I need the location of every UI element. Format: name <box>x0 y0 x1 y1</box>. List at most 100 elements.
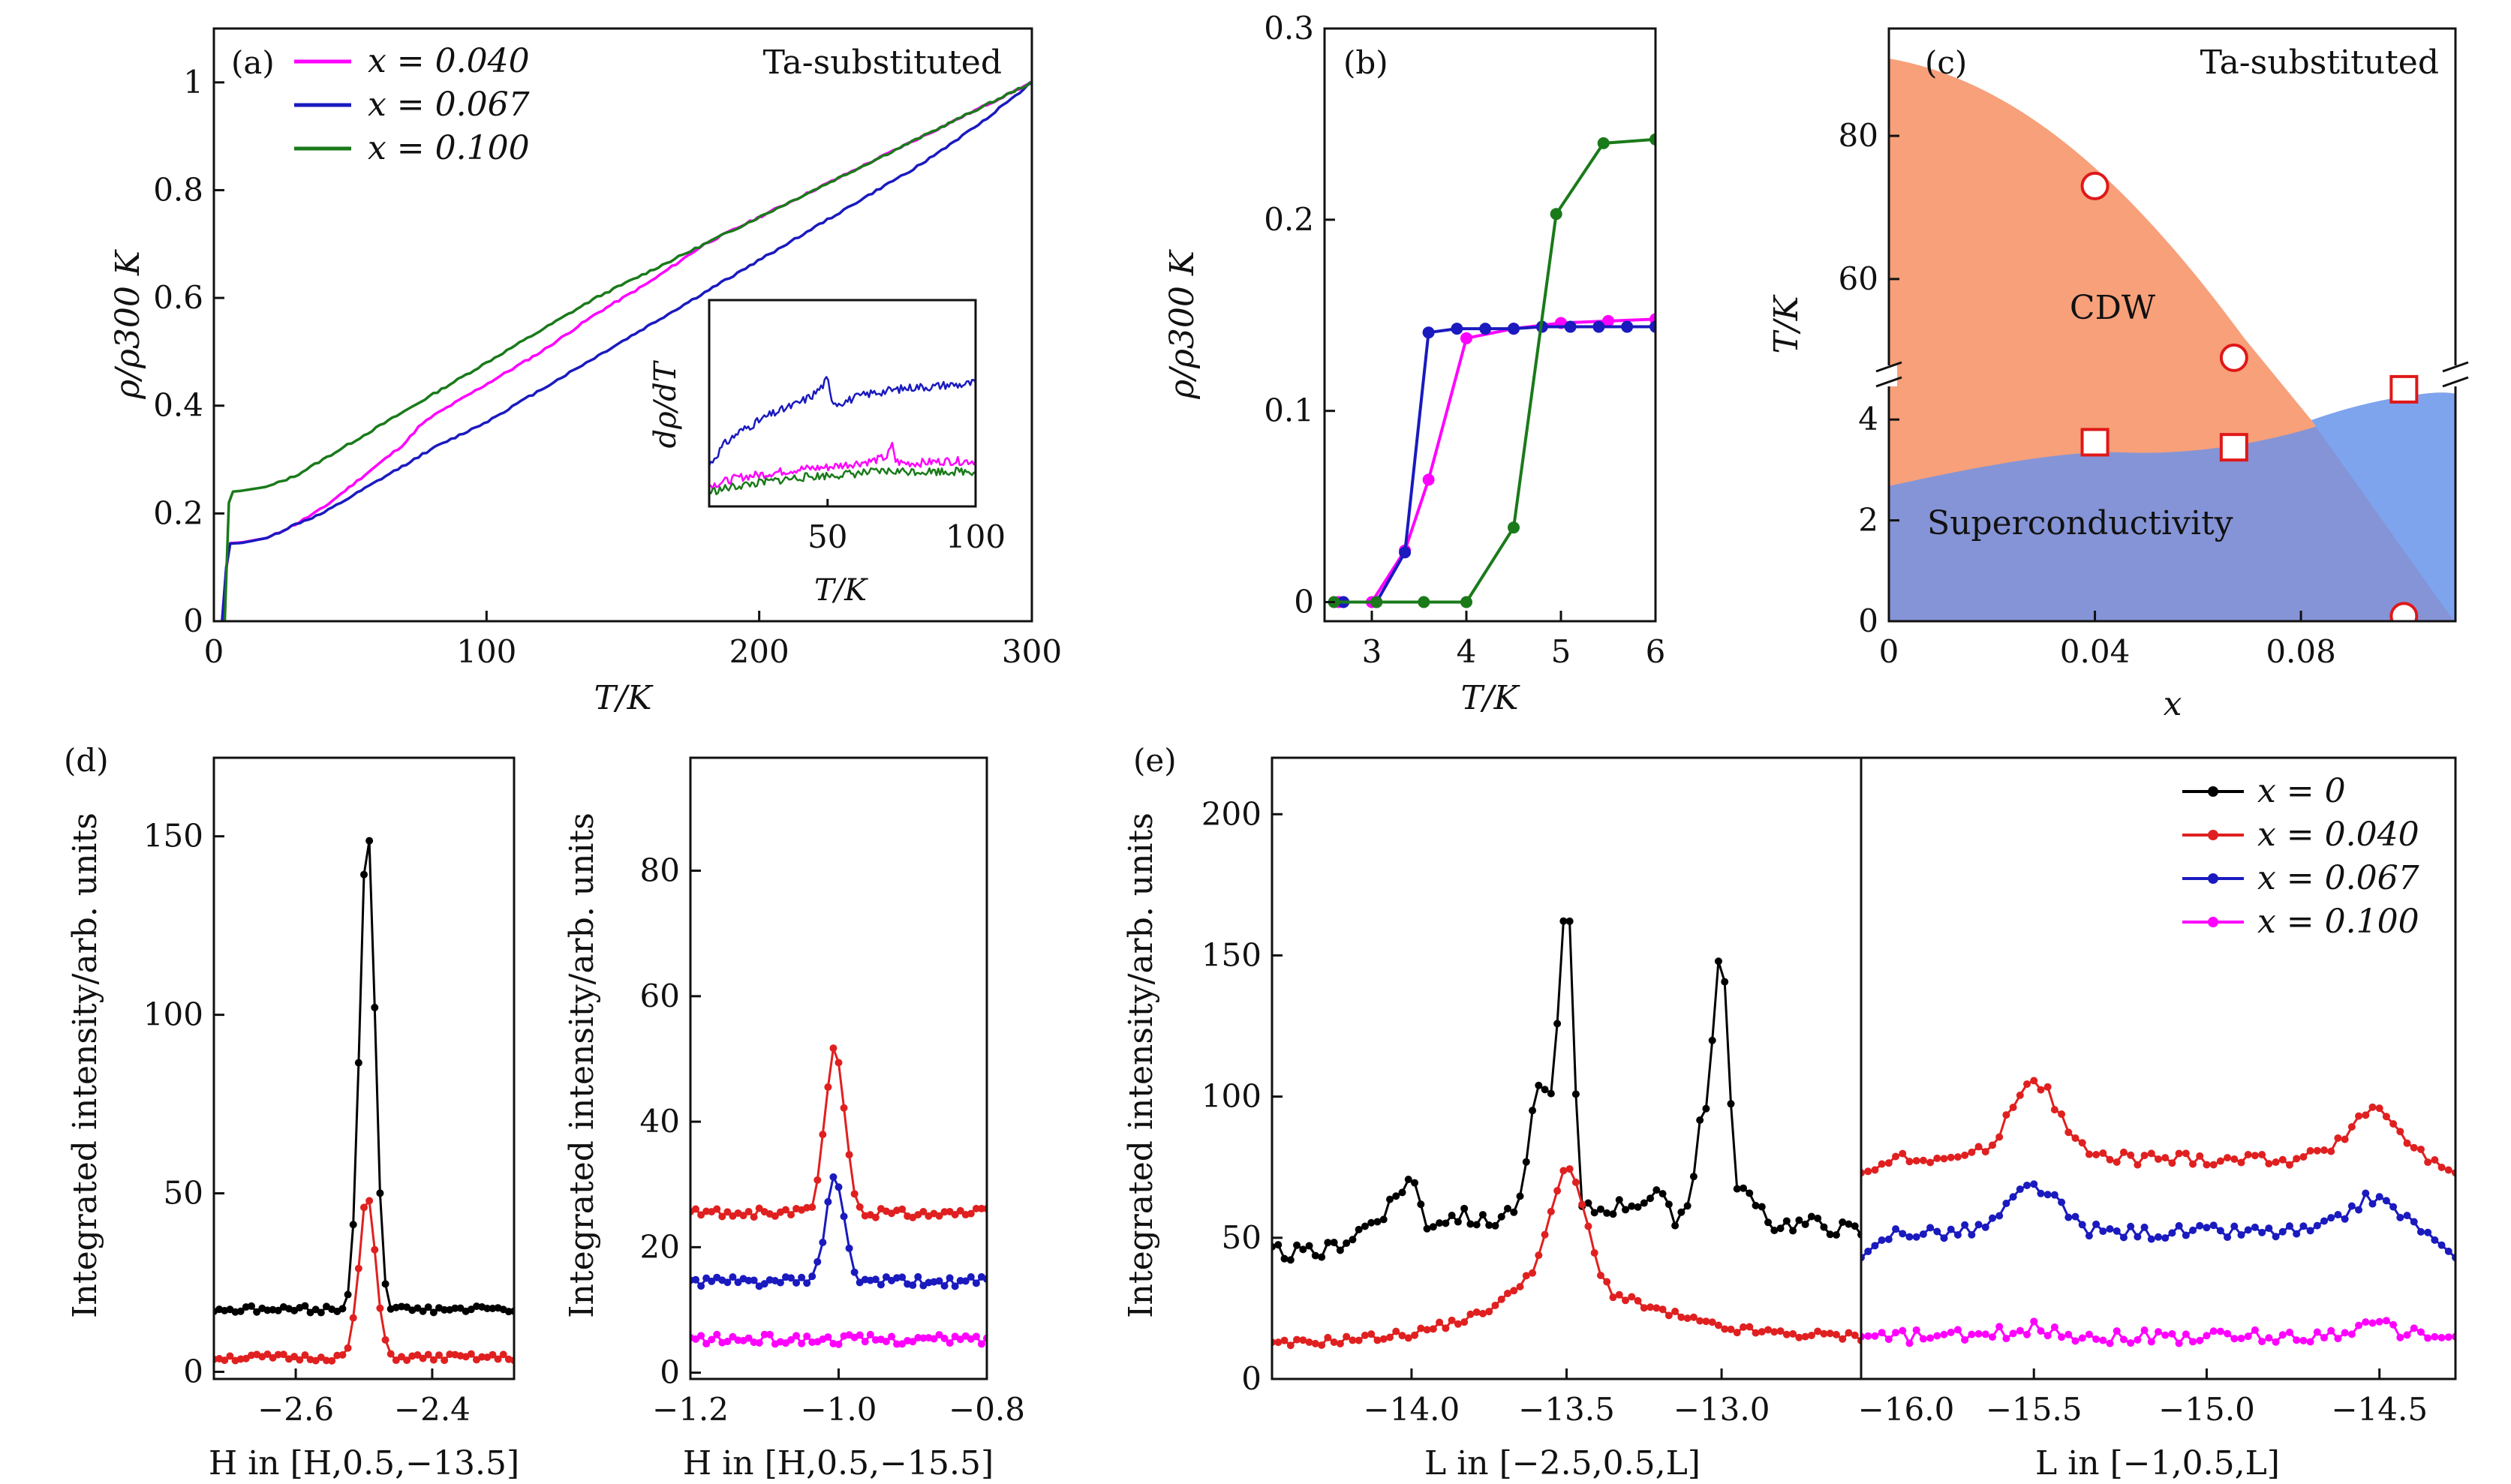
scan-point <box>2368 1319 2377 1327</box>
scan-point <box>729 1273 737 1281</box>
panel-d-x-ticklabel: −0.8 <box>949 1391 1025 1428</box>
scan-point <box>2389 1120 2398 1128</box>
scan-point <box>2189 1226 2197 1234</box>
data-point <box>1621 320 1634 333</box>
scan-point <box>946 1339 954 1347</box>
scan-point <box>1708 1036 1716 1044</box>
scan-point <box>2313 1146 2321 1155</box>
scan-point <box>1634 1203 1642 1211</box>
scan-point <box>1565 1165 1574 1173</box>
panel-d-y-ticklabel: 150 <box>143 818 203 855</box>
scan-point <box>2299 1336 2308 1344</box>
scan-point <box>1899 1230 1907 1238</box>
data-point <box>1422 473 1435 486</box>
scan-point <box>1689 1173 1698 1181</box>
scan-point <box>236 1355 245 1363</box>
scan-point <box>2071 1212 2079 1221</box>
scan-point <box>2203 1224 2211 1232</box>
scan-point <box>2147 1149 2155 1158</box>
scan-point <box>1947 1225 1955 1233</box>
scan-point <box>1974 1329 1983 1338</box>
scan-line <box>1272 920 1861 1261</box>
scan-point <box>2347 1330 2356 1338</box>
scan-point <box>1953 1153 1962 1161</box>
scan-point <box>2272 1338 2280 1346</box>
scan-point <box>882 1273 890 1281</box>
scan-point <box>1789 1329 1797 1338</box>
scan-point <box>371 1003 379 1011</box>
scan-point <box>792 1332 801 1340</box>
region-label-superconductivity: Superconductivity <box>1927 504 2233 542</box>
scan-point <box>1280 1254 1289 1263</box>
scan-point <box>1658 1190 1667 1198</box>
scan-point <box>2064 1213 2073 1221</box>
panel-c-y-upper-ticklabel: 60 <box>1839 260 1878 297</box>
panel-c-x-ticklabel: 0.08 <box>2266 633 2336 670</box>
scan-point <box>2119 1233 2128 1242</box>
scan-point <box>1826 1230 1834 1239</box>
scan-point <box>467 1350 475 1358</box>
scan-point <box>413 1351 422 1359</box>
scan-point <box>1504 1204 1511 1212</box>
scan-point <box>2313 1328 2321 1336</box>
scan-point <box>2064 1330 2073 1338</box>
scan-point <box>338 1350 347 1359</box>
panel-e-frame <box>1271 756 2457 1380</box>
scan-point <box>429 1308 438 1317</box>
scan-point <box>972 1279 980 1287</box>
scan-point <box>317 1308 325 1317</box>
scan-point <box>2127 1339 2135 1347</box>
scan-point <box>1411 1179 1419 1187</box>
scan-point <box>2251 1152 2259 1160</box>
scan-point <box>1522 1272 1530 1280</box>
scan-point <box>2182 1330 2190 1338</box>
scan-point <box>1584 1222 1592 1230</box>
scan-point <box>1349 1336 1357 1344</box>
scan-point <box>1884 1235 1893 1243</box>
scan-point <box>323 1356 330 1365</box>
scan-point <box>1814 1214 1822 1222</box>
scan-point <box>446 1350 454 1359</box>
scan-point <box>1324 1333 1332 1341</box>
scan-point <box>2134 1233 2142 1241</box>
scan-point <box>2175 1339 2183 1347</box>
panel-d-x-ticklabel: −1.2 <box>652 1391 729 1428</box>
panel-d-x-ticklabel: −2.4 <box>394 1391 471 1428</box>
scan-point <box>2403 1331 2411 1339</box>
scan-point <box>1299 1336 1307 1344</box>
panel-d-y-ticklabel: 60 <box>640 978 680 1014</box>
scan-point <box>1968 1148 1976 1156</box>
scan-point <box>1961 1221 1969 1229</box>
panel-e-left-xlabel: L in [−2.5,0.5,L] <box>1424 1444 1701 1482</box>
scan-point <box>1454 1218 1462 1226</box>
panel-a-y-ticklabel: 0 <box>183 602 203 639</box>
scan-point <box>2424 1158 2432 1167</box>
scan-point <box>977 1204 985 1212</box>
scan-point <box>1622 1296 1629 1305</box>
scan-point <box>2278 1227 2287 1236</box>
scan-point <box>1646 1303 1655 1311</box>
scan-point <box>2203 1332 2211 1340</box>
panel-d-right-ylabel: Integrated intensity/arb. units <box>563 813 601 1318</box>
scan-point <box>1640 1304 1648 1312</box>
scan-point <box>236 1307 245 1315</box>
scan-point <box>781 1206 789 1214</box>
scan-point <box>1343 1239 1351 1247</box>
scan-point <box>1912 1233 1920 1241</box>
scan-point <box>1535 1251 1543 1260</box>
scan-point <box>2244 1332 2252 1341</box>
scan-point <box>381 1280 389 1288</box>
scan-point <box>1628 1293 1636 1301</box>
panel-e-y-ticklabel: 0 <box>1241 1360 1262 1397</box>
scan-point <box>2182 1149 2190 1158</box>
scan-point <box>2085 1232 2093 1240</box>
scan-point <box>376 1304 384 1312</box>
scan-point <box>871 1213 880 1221</box>
scan-point <box>2037 1086 2045 1094</box>
scan-point <box>2168 1329 2176 1338</box>
scan-point <box>1510 1287 1518 1295</box>
scan-point <box>1609 1210 1617 1218</box>
scan-point <box>2002 1335 2010 1343</box>
scan-point <box>1466 1310 1475 1318</box>
scan-point <box>1746 1189 1754 1197</box>
